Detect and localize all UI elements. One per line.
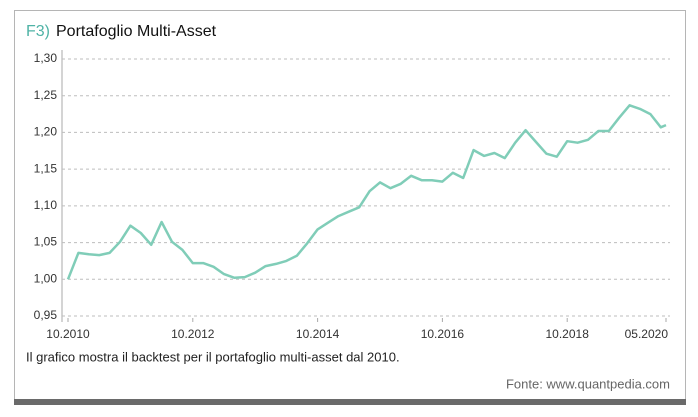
series-line — [66, 104, 667, 280]
y-tick-label: 1,30 — [34, 51, 58, 65]
x-tick-label: 10.2018 — [546, 327, 590, 341]
chart-title: Portafoglio Multi-Asset — [56, 23, 217, 40]
x-tick-label: 10.2010 — [46, 327, 90, 341]
y-tick-label: 1,00 — [34, 271, 58, 285]
y-tick-label: 1,25 — [34, 88, 58, 102]
y-tick-label: 1,15 — [34, 161, 58, 175]
figure-label: F3) — [26, 23, 50, 40]
bottom-bar — [14, 399, 686, 405]
x-tick-label: 10.2014 — [296, 327, 340, 341]
x-tick-label: 10.2012 — [171, 327, 215, 341]
y-tick-label: 0,95 — [34, 308, 58, 322]
caption: Il grafico mostra il backtest per il por… — [26, 349, 400, 364]
y-tick-label: 1,05 — [34, 235, 58, 249]
source: Fonte: www.quantpedia.com — [506, 376, 670, 391]
x-tick-label: 05.2020 — [625, 327, 669, 341]
y-tick-label: 1,20 — [34, 125, 58, 139]
x-tick-label: 10.2016 — [421, 327, 465, 341]
y-tick-label: 1,10 — [34, 198, 58, 212]
